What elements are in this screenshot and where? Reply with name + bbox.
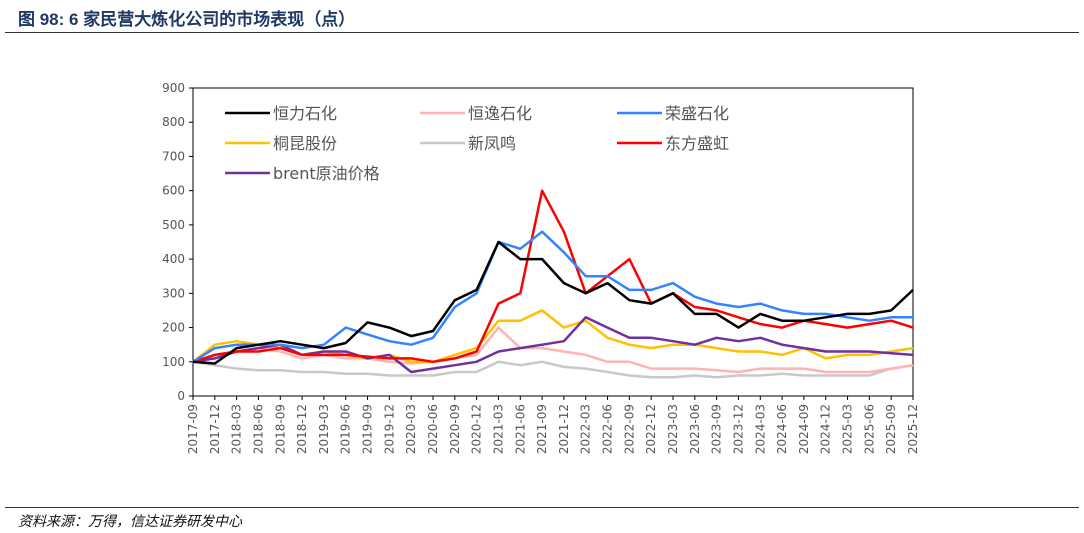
x-tick-label: 2019-09 [361, 404, 375, 454]
y-tick-label: 300 [162, 286, 185, 300]
y-axis: 0 100 200 300 400 500 600 700 800 900 [162, 81, 193, 403]
source-note: 资料来源：万得，信达证券研发中心 [18, 514, 242, 530]
x-tick-label: 2018-09 [273, 404, 287, 454]
x-tick-label: 2020-03 [404, 404, 418, 454]
x-tick-label: 2020-06 [426, 404, 440, 454]
x-tick-label: 2025-03 [841, 404, 855, 454]
x-tick-label: 2022-06 [601, 404, 615, 454]
legend-label: 恒力石化 [273, 104, 337, 123]
legend-label: 荣盛石化 [665, 104, 729, 123]
y-tick-label: 0 [177, 389, 185, 403]
series-line-5 [192, 189, 914, 364]
x-tick-label: 2018-12 [295, 404, 309, 454]
legend-label: 恒逸石化 [468, 104, 532, 123]
x-tick-label: 2020-12 [470, 404, 484, 454]
y-tick-label: 200 [162, 321, 185, 335]
x-axis: 2017-09 2017-12 2018-03 2018-06 2018-09 2018-… [186, 396, 920, 454]
y-tick-label: 600 [162, 184, 185, 198]
title-divider [5, 32, 1079, 33]
x-tick-label: 2023-09 [710, 404, 724, 454]
series-line-1 [192, 326, 914, 374]
x-tick-label: 2024-09 [797, 404, 811, 454]
x-tick-label: 2017-12 [208, 404, 222, 454]
x-tick-label: 2024-06 [775, 404, 789, 454]
x-tick-label: 2025-12 [906, 404, 920, 454]
x-tick-label: 2019-12 [382, 404, 396, 454]
y-tick-label: 400 [162, 252, 185, 266]
legend-label: 新凤鸣 [468, 134, 516, 153]
legend-label: 东方盛虹 [665, 134, 729, 153]
x-tick-label: 2025-09 [884, 404, 898, 454]
x-tick-label: 2021-12 [557, 404, 571, 454]
series-line-4 [192, 360, 914, 379]
y-tick-label: 100 [162, 355, 185, 369]
y-tick-label: 500 [162, 218, 185, 232]
x-tick-label: 2025-06 [862, 404, 876, 454]
x-tick-label: 2021-09 [535, 404, 549, 454]
x-tick-label: 2023-06 [688, 404, 702, 454]
x-tick-label: 2019-06 [339, 404, 353, 454]
legend-label: brent原油价格 [273, 164, 380, 183]
x-tick-label: 2018-03 [230, 404, 244, 454]
footer-divider [5, 507, 1079, 508]
y-tick-label: 900 [162, 81, 185, 95]
x-tick-label: 2022-12 [644, 404, 658, 454]
x-tick-label: 2022-03 [579, 404, 593, 454]
series-lines [192, 189, 914, 379]
figure-title: 图 98: 6 家民营大炼化公司的市场表现（点） [18, 10, 356, 29]
x-tick-label: 2021-03 [491, 404, 505, 454]
y-tick-label: 800 [162, 115, 185, 129]
x-tick-label: 2024-12 [819, 404, 833, 454]
x-tick-label: 2023-12 [731, 404, 745, 454]
plot-frame [192, 87, 914, 397]
x-tick-label: 2022-09 [622, 404, 636, 454]
series-line-6 [192, 316, 914, 374]
x-tick-label: 2021-06 [513, 404, 527, 454]
x-tick-label: 2023-03 [666, 404, 680, 454]
x-tick-label: 2017-09 [186, 404, 200, 454]
x-tick-label: 2024-03 [753, 404, 767, 454]
x-tick-label: 2019-03 [317, 404, 331, 454]
x-tick-label: 2018-06 [251, 404, 265, 454]
y-tick-label: 700 [162, 149, 185, 163]
series-line-0 [192, 240, 914, 365]
legend-label: 桐昆股份 [273, 134, 337, 153]
x-tick-label: 2020-09 [448, 404, 462, 454]
